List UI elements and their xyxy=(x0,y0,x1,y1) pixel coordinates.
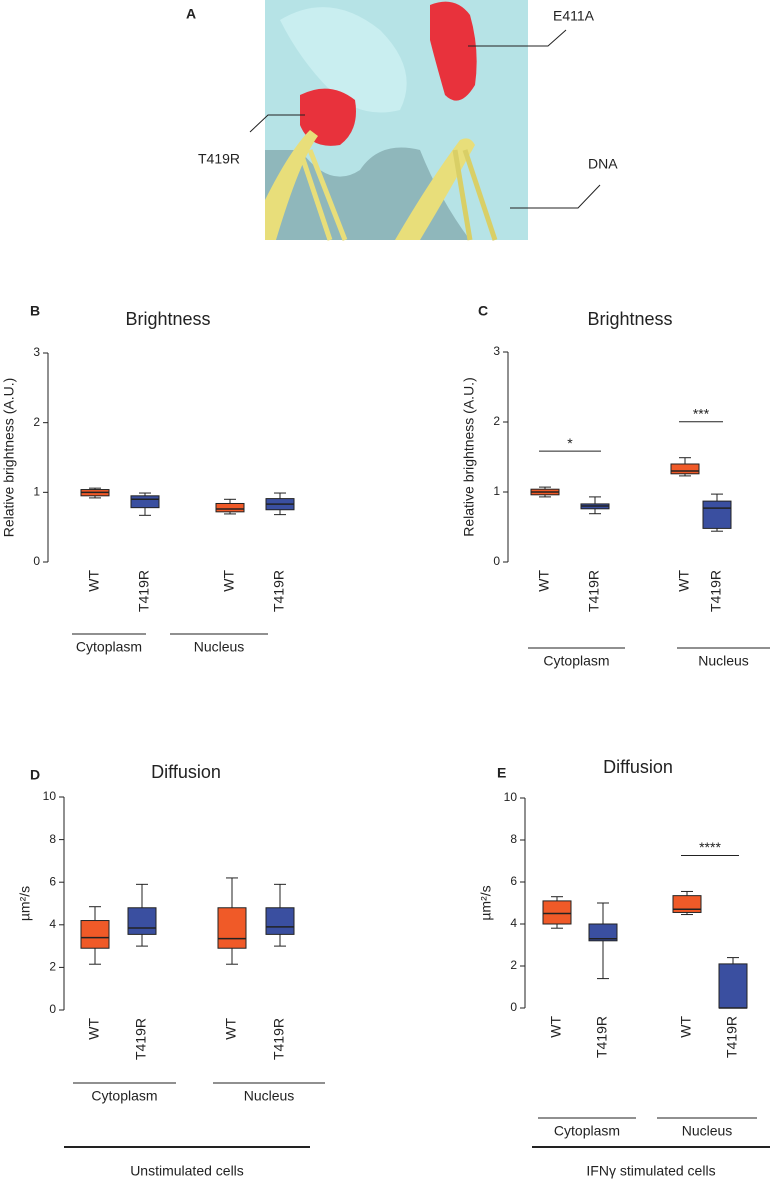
condition-label: IFNγ stimulated cells xyxy=(586,1163,715,1179)
box xyxy=(215,502,245,513)
dna-strand xyxy=(297,149,348,241)
y-tick-label: 2 xyxy=(510,958,517,972)
x-tick-label: WT xyxy=(86,570,102,592)
y-axis-label: µm²/s xyxy=(17,886,33,921)
x-tick-label: T419R xyxy=(133,1018,149,1060)
chart-title: Diffusion xyxy=(151,762,221,782)
box xyxy=(130,495,160,509)
x-tick-label: WT xyxy=(86,1018,102,1040)
group-label: Nucleus xyxy=(194,639,245,655)
group-label: Cytoplasm xyxy=(543,653,609,669)
box xyxy=(80,920,110,949)
panel-letter: B xyxy=(30,303,40,319)
panel-letter: C xyxy=(478,303,488,319)
significance-label: *** xyxy=(693,405,710,421)
panel-letter: A xyxy=(186,6,196,22)
group-label: Cytoplasm xyxy=(91,1088,157,1104)
y-tick-label: 1 xyxy=(33,485,40,499)
x-tick-label: T419R xyxy=(724,1016,740,1058)
leader-line xyxy=(249,114,305,133)
y-tick-label: 0 xyxy=(33,554,40,568)
group-label: Nucleus xyxy=(682,1123,733,1139)
x-tick-label: WT xyxy=(678,1016,694,1038)
surface-highlight xyxy=(280,7,407,113)
x-tick-label: T419R xyxy=(594,1016,610,1058)
structure-label: E411A xyxy=(553,8,595,24)
y-axis-label: Relative brightness (A.U.) xyxy=(1,378,17,538)
residue-e411a xyxy=(430,1,477,101)
x-tick-label: T419R xyxy=(708,570,724,612)
y-axis-label: Relative brightness (A.U.) xyxy=(461,377,477,537)
y-tick-label: 4 xyxy=(510,916,517,930)
box xyxy=(127,907,157,935)
y-tick-label: 0 xyxy=(49,1002,56,1016)
box xyxy=(217,907,247,949)
x-tick-label: T419R xyxy=(271,1018,287,1060)
chart-title: Brightness xyxy=(587,309,672,329)
chart-title: Diffusion xyxy=(603,757,673,777)
y-tick-label: 6 xyxy=(49,874,56,888)
leader-line xyxy=(510,184,601,209)
y-axis-label: µm²/s xyxy=(478,885,494,920)
y-tick-label: 6 xyxy=(510,874,517,888)
panel-letter: D xyxy=(30,767,40,783)
x-tick-label: T419R xyxy=(586,570,602,612)
leader-line xyxy=(468,29,567,47)
box xyxy=(265,907,295,935)
panel-letter: E xyxy=(497,765,506,781)
significance-label: * xyxy=(567,435,573,451)
box xyxy=(672,895,702,913)
chart-title: Brightness xyxy=(125,309,210,329)
group-label: Cytoplasm xyxy=(76,639,142,655)
y-tick-label: 4 xyxy=(49,917,56,931)
box xyxy=(702,500,732,529)
y-tick-label: 1 xyxy=(493,484,500,498)
y-tick-label: 2 xyxy=(49,960,56,974)
x-tick-label: WT xyxy=(676,570,692,592)
y-tick-label: 10 xyxy=(43,789,57,803)
x-tick-label: T419R xyxy=(136,570,152,612)
box xyxy=(670,463,700,475)
residue-t419r xyxy=(300,88,356,146)
y-tick-label: 8 xyxy=(510,832,517,846)
structure-label: DNA xyxy=(588,156,618,172)
group-label: Nucleus xyxy=(244,1088,295,1104)
condition-label: Unstimulated cells xyxy=(130,1163,244,1179)
box xyxy=(588,923,618,942)
x-tick-label: WT xyxy=(548,1016,564,1038)
significance-label: **** xyxy=(699,839,721,855)
y-tick-label: 0 xyxy=(493,554,500,568)
y-tick-label: 3 xyxy=(33,345,40,359)
y-tick-label: 8 xyxy=(49,832,56,846)
group-label: Cytoplasm xyxy=(554,1123,620,1139)
x-tick-label: WT xyxy=(221,570,237,592)
group-label: Nucleus xyxy=(698,653,749,669)
structure-image xyxy=(265,0,528,241)
box xyxy=(542,900,572,925)
y-tick-label: 3 xyxy=(493,344,500,358)
y-tick-label: 10 xyxy=(504,790,518,804)
box xyxy=(718,963,748,1009)
structure-label: T419R xyxy=(198,151,240,167)
x-tick-label: T419R xyxy=(271,570,287,612)
y-tick-label: 2 xyxy=(493,414,500,428)
x-tick-label: WT xyxy=(223,1018,239,1040)
dna-strand xyxy=(452,149,498,241)
y-tick-label: 2 xyxy=(33,415,40,429)
y-tick-label: 0 xyxy=(510,1000,517,1014)
x-tick-label: WT xyxy=(536,570,552,592)
